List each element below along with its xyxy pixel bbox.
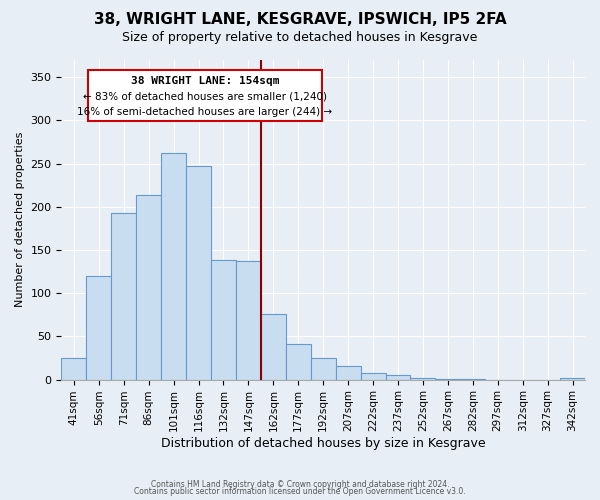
Bar (361, 372, 386, 380)
X-axis label: Distribution of detached houses by size in Kesgrave: Distribution of detached houses by size … (161, 437, 485, 450)
Bar (111, 213, 136, 380)
Text: Contains public sector information licensed under the Open Government Licence v3: Contains public sector information licen… (134, 487, 466, 496)
Text: Contains HM Land Registry data © Crown copyright and database right 2024.: Contains HM Land Registry data © Crown c… (151, 480, 449, 489)
Bar (236, 262, 261, 380)
Bar (136, 194, 161, 380)
Bar (460, 378, 485, 380)
Text: Size of property relative to detached houses in Kesgrave: Size of property relative to detached ho… (122, 31, 478, 44)
Bar (286, 344, 311, 380)
Text: 16% of semi-detached houses are larger (244) →: 16% of semi-detached houses are larger (… (77, 106, 332, 117)
Text: 38 WRIGHT LANE: 154sqm: 38 WRIGHT LANE: 154sqm (131, 76, 279, 86)
Y-axis label: Number of detached properties: Number of detached properties (15, 132, 25, 308)
Bar (560, 378, 585, 380)
Text: 38, WRIGHT LANE, KESGRAVE, IPSWICH, IP5 2FA: 38, WRIGHT LANE, KESGRAVE, IPSWICH, IP5 … (94, 12, 506, 28)
FancyBboxPatch shape (88, 70, 322, 122)
Bar (211, 260, 236, 380)
Bar (161, 154, 186, 380)
Bar (186, 166, 211, 380)
Bar (86, 276, 111, 380)
Bar (335, 366, 361, 380)
Bar (61, 358, 86, 380)
Bar (311, 358, 335, 380)
Bar (436, 378, 460, 380)
Bar (261, 314, 286, 380)
Text: ← 83% of detached houses are smaller (1,240): ← 83% of detached houses are smaller (1,… (83, 92, 327, 102)
Bar (410, 378, 436, 380)
Bar (386, 376, 410, 380)
